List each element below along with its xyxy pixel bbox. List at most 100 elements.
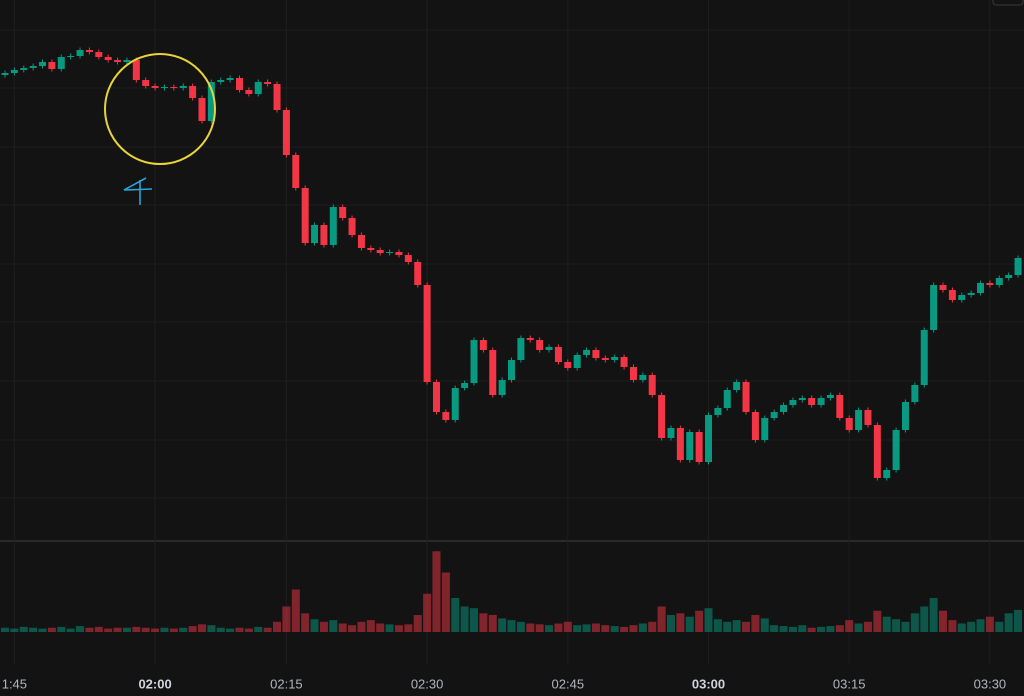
volume-bar (788, 626, 797, 632)
candle-body (817, 398, 825, 405)
candle-body (207, 82, 215, 121)
volume-bar (216, 627, 225, 632)
volume-bar (357, 621, 366, 632)
volume-bar (385, 624, 394, 632)
candle-body (367, 248, 375, 250)
candle-body (686, 432, 694, 460)
volume-bar (423, 593, 432, 632)
volume-bar (573, 625, 582, 632)
volume-bar (985, 616, 994, 632)
volume-bar (535, 624, 544, 632)
candle-body (883, 470, 891, 478)
volume-bar (226, 628, 235, 632)
candle-body (1, 73, 9, 75)
candle-body (432, 382, 440, 412)
volume-bar (666, 615, 675, 632)
volume-bar (826, 626, 835, 632)
candle-body (29, 66, 37, 68)
corner-button[interactable] (992, 0, 1024, 6)
volume-bar (779, 626, 788, 632)
candle-body (104, 57, 112, 60)
candle-body (114, 60, 122, 62)
volume-bar (122, 627, 131, 632)
volume-bar (948, 620, 957, 632)
candle-body (583, 350, 591, 355)
candle-body (470, 340, 478, 383)
candle-body (855, 410, 863, 430)
volume-bar (104, 628, 113, 632)
candle-body (986, 283, 994, 285)
volume-bar (685, 616, 694, 632)
volume-bar (394, 625, 403, 632)
volume-bar (657, 606, 666, 632)
volume-bar (319, 621, 328, 632)
candle-body (705, 415, 712, 462)
volume-bar (66, 628, 75, 632)
x-tick-label: 03:30 (974, 676, 1007, 691)
candle-body (376, 250, 384, 253)
volume-bar (807, 627, 816, 632)
volume-bar (460, 606, 469, 632)
candle-body (10, 70, 18, 73)
candle-body (20, 68, 28, 70)
volume-bar (545, 625, 554, 632)
volume-bar (704, 608, 713, 632)
x-tick-label: 03:00 (692, 676, 725, 691)
candle-body (554, 347, 562, 362)
volume-bar (38, 628, 47, 632)
candle-body (320, 225, 328, 245)
candle-body (536, 340, 544, 350)
x-tick-label: 02:00 (138, 676, 171, 691)
volume-bar (526, 623, 535, 632)
volume-bar (929, 598, 938, 632)
candle-body (517, 338, 525, 360)
volume-bar (591, 623, 600, 632)
candle-body (977, 283, 985, 293)
x-tick-label: 03:15 (833, 676, 866, 691)
candle-body (1014, 258, 1022, 275)
candle-body (236, 78, 243, 90)
candle-body (292, 155, 300, 188)
volume-bar (291, 589, 300, 632)
candle-body (142, 80, 150, 86)
volume-bar (169, 628, 178, 632)
volume-bar (338, 623, 347, 632)
volume-bar (760, 618, 769, 632)
volume-bar (113, 627, 122, 632)
volume-bar (610, 626, 619, 632)
candle-body (658, 395, 666, 438)
volume-bar (479, 613, 488, 632)
candle-body (451, 388, 459, 420)
x-tick-label: 1:45 (2, 676, 27, 691)
volume-bar (563, 621, 572, 632)
volume-bar (29, 627, 38, 632)
volume-bar (488, 615, 497, 632)
candle-body (311, 225, 319, 243)
candle-body (423, 285, 431, 382)
x-tick-label: 02:30 (411, 676, 444, 691)
x-tick-label: 02:45 (552, 676, 585, 691)
volume-bar (742, 621, 751, 632)
candle-body (386, 252, 394, 253)
volume-bar (1004, 613, 1013, 632)
candle-body (620, 357, 628, 367)
volume-bar (648, 621, 657, 632)
candle-body (948, 290, 956, 300)
volume-bar (920, 606, 929, 632)
candle-body (733, 382, 741, 390)
volume-bar (873, 610, 882, 632)
volume-bar (85, 627, 94, 632)
volume-bar (132, 626, 141, 632)
volume-bar (601, 625, 610, 632)
candle-body (273, 84, 281, 110)
volume-bar (770, 625, 779, 632)
volume-bar (910, 613, 919, 632)
candle-body (132, 60, 140, 80)
candle-body (751, 412, 759, 440)
candle-body (826, 395, 834, 398)
candle-body (601, 358, 609, 360)
